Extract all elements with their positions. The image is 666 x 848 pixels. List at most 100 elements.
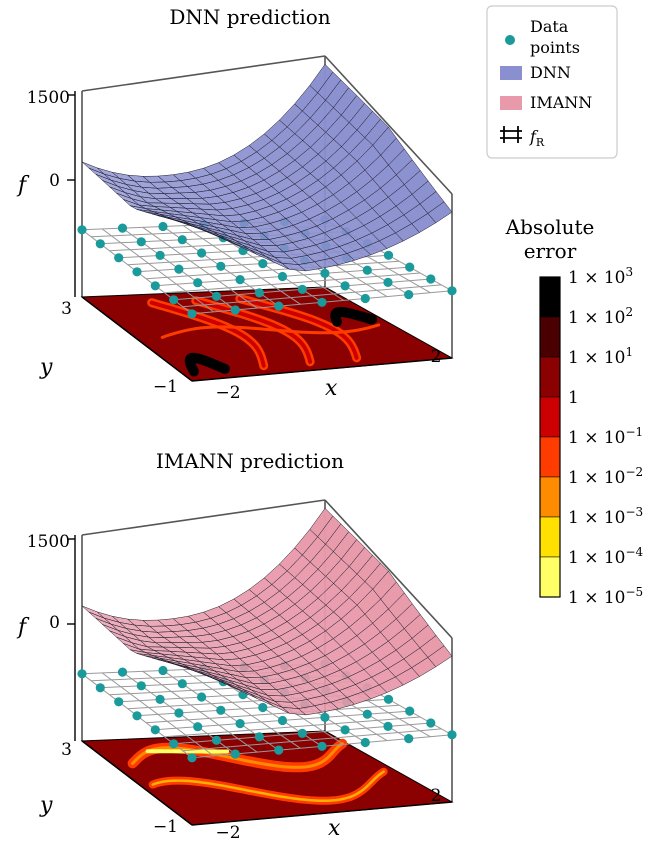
y-tick-min: −1	[153, 377, 178, 397]
data-point	[95, 683, 105, 693]
data-point	[169, 295, 179, 305]
data-point	[235, 719, 245, 729]
data-point	[95, 239, 105, 249]
data-point	[274, 745, 284, 755]
data-point	[114, 697, 124, 707]
data-point	[155, 250, 165, 260]
data-point	[193, 278, 203, 288]
data-point	[174, 708, 184, 718]
data-point	[155, 694, 165, 705]
data-point	[258, 702, 268, 713]
data-point	[174, 264, 184, 274]
surface-facet	[427, 645, 453, 668]
panel-imann: IMANN prediction 1500 0 f 3 −1 y −2 2 x	[16, 449, 457, 843]
surface-facet	[427, 201, 453, 224]
colorbar-swatch	[539, 396, 561, 438]
colorbar-label: 1 × 10−5	[568, 585, 643, 608]
legend-frame	[486, 5, 618, 159]
legend-label-imann: IMANN	[530, 93, 592, 112]
data-point	[362, 265, 372, 275]
z-axis-label: f	[16, 615, 30, 640]
data-point	[158, 665, 168, 676]
colorbar-label: 1 × 103	[568, 265, 633, 288]
y-axis	[81, 740, 193, 826]
data-point	[297, 728, 307, 739]
axis-edge	[324, 55, 453, 195]
error-contour-floor	[80, 730, 454, 826]
legend-label-data-points-1: Data	[530, 17, 569, 36]
data-point	[230, 749, 240, 759]
legend-marker-fr	[500, 126, 522, 143]
axis-edge	[191, 357, 453, 382]
legend-marker-dnn	[500, 66, 522, 80]
y-tick-max: 3	[61, 740, 72, 760]
legend-label-data-points-2: points	[530, 38, 580, 57]
data-point	[297, 284, 307, 294]
data-point	[258, 259, 268, 269]
colorbar-label: 1 × 10−4	[568, 545, 644, 568]
data-point	[216, 705, 226, 715]
y-axis	[81, 296, 193, 382]
panel-title: DNN prediction	[169, 5, 330, 29]
data-point	[274, 301, 284, 311]
data-point	[117, 667, 128, 677]
data-point	[447, 286, 457, 296]
data-point	[254, 732, 264, 742]
z-tick-max: 1500	[27, 88, 70, 108]
data-point	[405, 262, 415, 272]
floor-base	[80, 730, 454, 826]
x-axis-label: x	[325, 376, 338, 401]
data-point	[177, 679, 187, 689]
surface-facet	[81, 605, 105, 619]
data-point	[362, 709, 372, 719]
data-point	[230, 305, 240, 315]
legend-marker-data-points	[505, 35, 515, 45]
data-point	[383, 277, 393, 287]
error-band-core	[149, 300, 266, 368]
data-point	[136, 681, 146, 691]
colorbar-swatch	[539, 436, 561, 478]
colorbar-label: 1 × 10−3	[568, 505, 643, 528]
colorbar-swatch	[539, 516, 561, 558]
data-point	[187, 309, 197, 319]
error-band-thin	[160, 323, 381, 339]
colorbar-label: 1 × 10−1	[568, 425, 643, 448]
x-tick-max: 2	[431, 786, 442, 806]
error-band-core	[151, 770, 385, 803]
data-point	[360, 293, 370, 304]
error-peak	[184, 352, 230, 377]
data-point	[426, 718, 436, 728]
data-point	[132, 711, 142, 721]
data-point	[235, 275, 245, 285]
surface	[81, 63, 453, 272]
colorbar-swatch	[539, 356, 561, 398]
axes-box-front	[67, 91, 453, 382]
legend-marker-imann	[500, 96, 522, 110]
data-point	[150, 281, 160, 291]
colorbar-swatch	[539, 276, 561, 318]
x-axis-label: x	[328, 816, 341, 841]
data-point	[320, 268, 330, 278]
colorbar-label: 1 × 101	[568, 345, 633, 368]
x-tick-min: −2	[215, 383, 240, 403]
colorbar: Absolute error 1 × 103 1 × 102 1 × 101 1 1 ×…	[505, 215, 644, 608]
data-point	[197, 248, 207, 258]
data-point	[340, 725, 350, 735]
error-contour-floor	[80, 286, 454, 382]
legend-label-dnn: DNN	[530, 63, 571, 82]
data-point	[136, 237, 146, 247]
z-axis-label: f	[16, 173, 30, 198]
data-point	[426, 274, 436, 284]
axes-box-front	[67, 535, 453, 826]
data-point	[150, 725, 160, 735]
colorbar-label: 1	[568, 388, 579, 408]
axis-edge	[191, 801, 453, 826]
data-point	[211, 291, 222, 301]
data-point	[114, 253, 124, 263]
colorbar-swatch	[539, 316, 561, 358]
axis-edge	[81, 499, 326, 536]
data-point	[360, 737, 370, 748]
data-point	[216, 261, 226, 271]
panel-dnn: DNN prediction 1500 0 f 3 −1 y −2 2 x	[16, 5, 457, 403]
colorbar-label: 1 × 10−2	[568, 465, 643, 488]
